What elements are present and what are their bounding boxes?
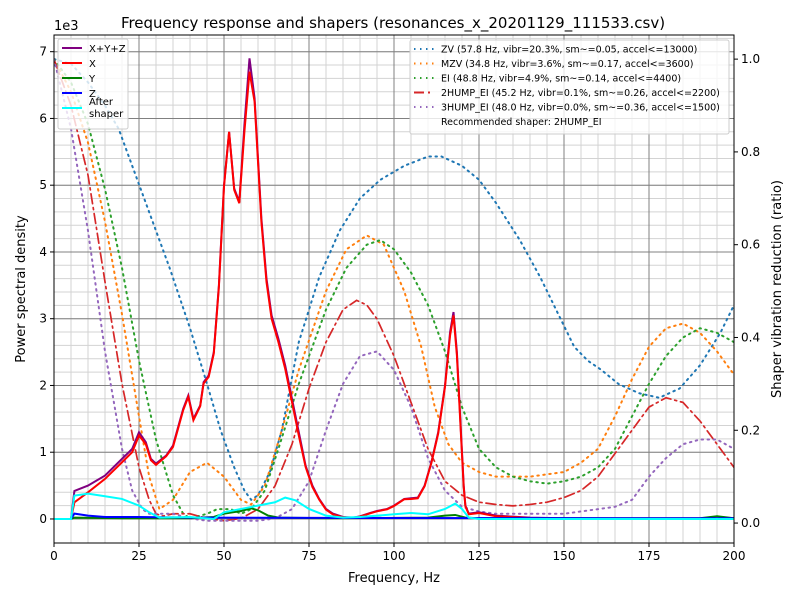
curves bbox=[54, 58, 734, 522]
shaper-legend-box bbox=[409, 39, 730, 135]
shaper-legend-label: EI (48.8 Hz, vibr=4.9%, sm~=0.14, accel<… bbox=[441, 74, 681, 85]
x-tick-label: 200 bbox=[723, 549, 746, 563]
shaper-legend-label: 2HUMP_EI (45.2 Hz, vibr=0.1%, sm~=0.26, … bbox=[441, 88, 720, 99]
x-tick-label: 100 bbox=[383, 549, 406, 563]
y-right-tick-label: 1.0 bbox=[741, 52, 760, 66]
y-tick-label: 5 bbox=[39, 178, 47, 192]
y-tick-label: 7 bbox=[39, 45, 47, 59]
psd-legend-label: X bbox=[89, 59, 96, 70]
shaper-legend: ZV (57.8 Hz, vibr=20.3%, sm~=0.05, accel… bbox=[409, 39, 730, 135]
psd-legend-label: After bbox=[89, 97, 114, 108]
recommended-shaper-label: Recommended shaper: 2HUMP_EI bbox=[441, 117, 602, 128]
x-tick-label: 25 bbox=[131, 549, 146, 563]
ticks: 0 25 50 75 100 125 150 175 200 0 1 2 3 4 5 6 7 0.0 0.2 0.4 0… bbox=[39, 45, 760, 563]
y-axis-right-label: Shaper vibration reduction (ratio) bbox=[770, 180, 785, 398]
x-tick-label: 150 bbox=[553, 549, 576, 563]
y-tick-label: 3 bbox=[39, 312, 47, 326]
psd-legend-label: Z bbox=[89, 89, 96, 100]
x-tick-label: 175 bbox=[638, 549, 661, 563]
chart-title: Frequency response and shapers (resonanc… bbox=[121, 14, 665, 33]
psd-legend-box bbox=[57, 38, 129, 130]
y-tick-label: 6 bbox=[39, 111, 47, 125]
psd-legend-label: shaper bbox=[89, 109, 124, 120]
x-axis-label: Frequency, Hz bbox=[348, 571, 440, 586]
shaper-legend-label: MZV (34.8 Hz, vibr=3.6%, sm~=0.17, accel… bbox=[441, 59, 693, 70]
y-tick-label: 1 bbox=[39, 445, 47, 459]
shaper-legend-label: 3HUMP_EI (48.0 Hz, vibr=0.0%, sm~=0.36, … bbox=[441, 103, 720, 114]
y-tick-label: 0 bbox=[39, 512, 47, 526]
psd-legend-label: X+Y+Z bbox=[89, 44, 126, 55]
shaper-legend-label: ZV (57.8 Hz, vibr=20.3%, sm~=0.05, accel… bbox=[441, 45, 697, 56]
x-tick-label: 125 bbox=[468, 549, 491, 563]
psd-legend-label: Y bbox=[88, 74, 96, 85]
x-tick-label: 50 bbox=[216, 549, 231, 563]
x-tick-label: 75 bbox=[301, 549, 316, 563]
y-right-tick-label: 0.4 bbox=[741, 330, 760, 344]
y-right-tick-label: 0.6 bbox=[741, 238, 760, 252]
shaper-line-1 bbox=[54, 58, 734, 511]
shaper-line-0 bbox=[54, 58, 734, 502]
x-tick-label: 0 bbox=[50, 549, 58, 563]
shaper-line-2 bbox=[54, 58, 734, 520]
y-right-tick-label: 0.2 bbox=[741, 423, 760, 437]
psd-line-4 bbox=[54, 492, 734, 520]
y-tick-label: 4 bbox=[39, 245, 47, 259]
y-right-tick-label: 0.0 bbox=[741, 516, 760, 530]
y-right-tick-label: 0.8 bbox=[741, 145, 760, 159]
y-tick-label: 2 bbox=[39, 378, 47, 392]
y-offset-label: 1e3 bbox=[54, 19, 79, 34]
y-axis-label: Power spectral density bbox=[14, 215, 29, 363]
psd-line-1 bbox=[54, 71, 734, 520]
